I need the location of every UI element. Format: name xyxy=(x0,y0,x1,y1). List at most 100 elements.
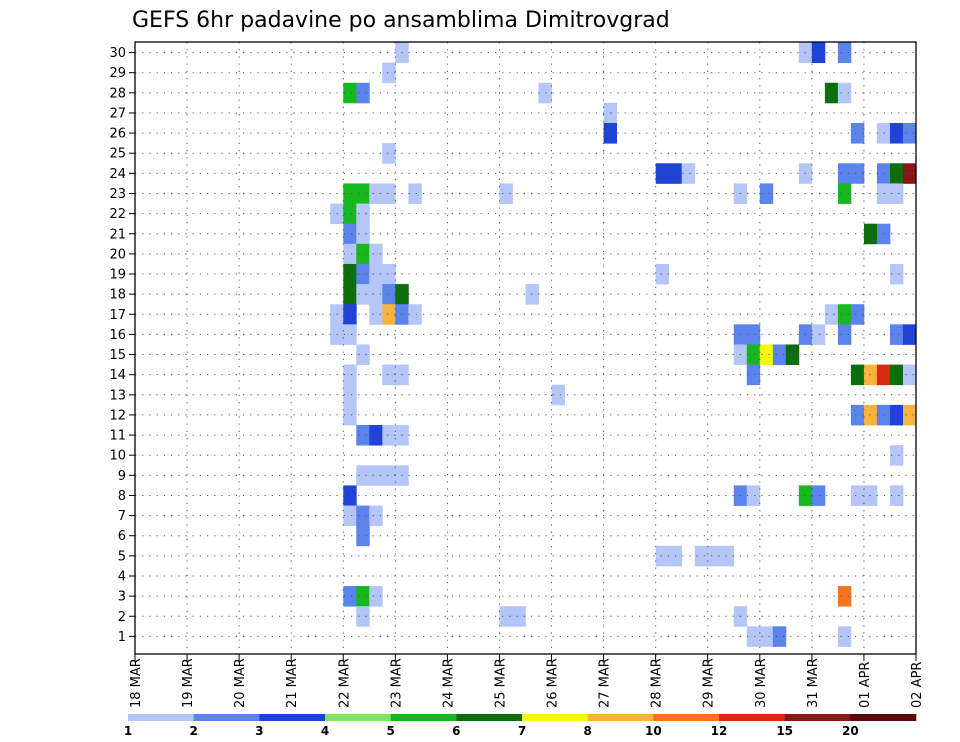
y-tick-label: 17 xyxy=(109,308,126,323)
precip-cell xyxy=(369,243,383,265)
plot-frame xyxy=(134,41,917,655)
colorbar-swatch xyxy=(259,714,326,721)
precip-cell xyxy=(538,82,552,104)
y-tick-label: 4 xyxy=(118,569,126,584)
precip-cell xyxy=(356,284,370,305)
x-tick-label: 02 APR xyxy=(910,662,925,708)
precip-cell xyxy=(356,183,370,204)
y-tick-label: 27 xyxy=(109,106,126,121)
precip-cell xyxy=(499,606,513,627)
precip-cell xyxy=(837,163,852,184)
precip-cell xyxy=(343,324,357,345)
y-tick-label: 23 xyxy=(109,187,126,202)
x-tick-label: 22 MAR xyxy=(337,658,352,708)
precip-cell xyxy=(408,183,422,204)
precip-cell xyxy=(863,485,878,506)
x-tick-label: 01 APR xyxy=(858,662,873,708)
x-tick-label: 25 MAR xyxy=(493,658,508,708)
precip-cell xyxy=(876,223,891,245)
precip-cell xyxy=(382,183,396,204)
precip-cell xyxy=(369,465,383,486)
y-tick-label: 29 xyxy=(109,66,126,81)
y-tick-label: 26 xyxy=(109,127,126,142)
precip-cell xyxy=(876,404,891,426)
precip-cell xyxy=(889,163,904,184)
precip-cell xyxy=(551,384,565,406)
precip-cell xyxy=(655,263,670,285)
colorbar-label: 4 xyxy=(321,724,329,738)
grid-layer xyxy=(135,42,916,654)
precip-cell xyxy=(343,243,357,265)
precip-cell xyxy=(759,626,774,647)
x-tick-label: 27 MAR xyxy=(598,658,613,708)
colorbar-label: 6 xyxy=(452,724,460,738)
y-tick-label: 11 xyxy=(109,429,126,444)
precip-cell xyxy=(343,384,357,406)
precip-cell xyxy=(837,304,852,325)
precip-cell xyxy=(889,404,904,426)
precip-cell xyxy=(746,344,761,366)
precip-cell xyxy=(356,606,370,627)
colorbar-swatch xyxy=(719,714,785,721)
precip-cell xyxy=(811,324,826,345)
colorbar-swatch xyxy=(128,714,194,721)
y-tick-label: 3 xyxy=(118,590,126,605)
precip-cell xyxy=(889,324,904,345)
precip-cell xyxy=(824,82,839,104)
colorbar-label: 8 xyxy=(583,724,591,738)
colorbar-swatch xyxy=(653,714,720,721)
precip-cell xyxy=(356,223,370,245)
precip-cell xyxy=(902,364,917,386)
precip-cell xyxy=(369,505,383,527)
x-tick-label: 29 MAR xyxy=(702,658,717,708)
precip-cell xyxy=(785,344,800,366)
precip-cell xyxy=(746,485,761,506)
precip-cell xyxy=(356,425,370,446)
precip-cell xyxy=(343,364,357,386)
precip-cell xyxy=(837,42,852,64)
precip-cell xyxy=(382,425,396,446)
precip-cell xyxy=(356,82,370,104)
precip-cell xyxy=(382,143,396,164)
precip-cell xyxy=(694,545,709,567)
colorbar-label: 7 xyxy=(518,724,526,738)
precip-cell xyxy=(902,404,917,426)
precip-cell xyxy=(356,263,370,285)
colorbar: 1 2 3 4 5 6 7 8 10 12 15 20 xyxy=(124,714,917,738)
precip-cell xyxy=(759,344,774,366)
precip-cell xyxy=(343,203,357,225)
y-axis: 1234567891011121314151617181920212223242… xyxy=(109,46,135,645)
colorbar-swatch xyxy=(325,714,391,721)
x-tick-label: 24 MAR xyxy=(441,658,456,708)
colorbar-swatch xyxy=(522,714,588,721)
colorbar-label: 1 xyxy=(124,724,132,738)
precip-cell xyxy=(369,284,383,305)
precip-cell xyxy=(356,465,370,486)
colorbar-label: 15 xyxy=(776,724,793,738)
precip-cell xyxy=(356,586,370,607)
precip-cell xyxy=(356,505,370,527)
colorbar-label: 3 xyxy=(255,724,263,738)
chart-title: GEFS 6hr padavine po ansamblima Dimitrov… xyxy=(132,8,670,33)
y-tick-label: 10 xyxy=(109,449,126,464)
precip-cell xyxy=(369,304,383,325)
x-tick-label: 19 MAR xyxy=(181,658,196,708)
precip-cell xyxy=(382,304,396,325)
precip-cell xyxy=(824,304,839,325)
x-tick-label: 21 MAR xyxy=(285,658,300,708)
x-axis: 18 MAR 19 MAR 20 MAR 21 MAR 22 MAR 23 MAR 24 M… xyxy=(129,654,925,708)
y-tick-label: 12 xyxy=(109,408,126,423)
y-tick-label: 6 xyxy=(118,529,126,544)
y-tick-label: 9 xyxy=(118,469,126,484)
precip-cell xyxy=(863,223,878,245)
precip-cell xyxy=(759,183,774,204)
x-tick-label: 28 MAR xyxy=(650,658,665,708)
y-tick-label: 25 xyxy=(109,147,126,162)
precip-cell xyxy=(356,203,370,225)
y-tick-label: 13 xyxy=(109,388,126,403)
y-tick-label: 14 xyxy=(109,368,126,383)
precip-cell xyxy=(837,183,852,204)
y-tick-label: 19 xyxy=(109,268,126,283)
precip-cell xyxy=(863,404,878,426)
y-tick-label: 15 xyxy=(109,348,126,363)
